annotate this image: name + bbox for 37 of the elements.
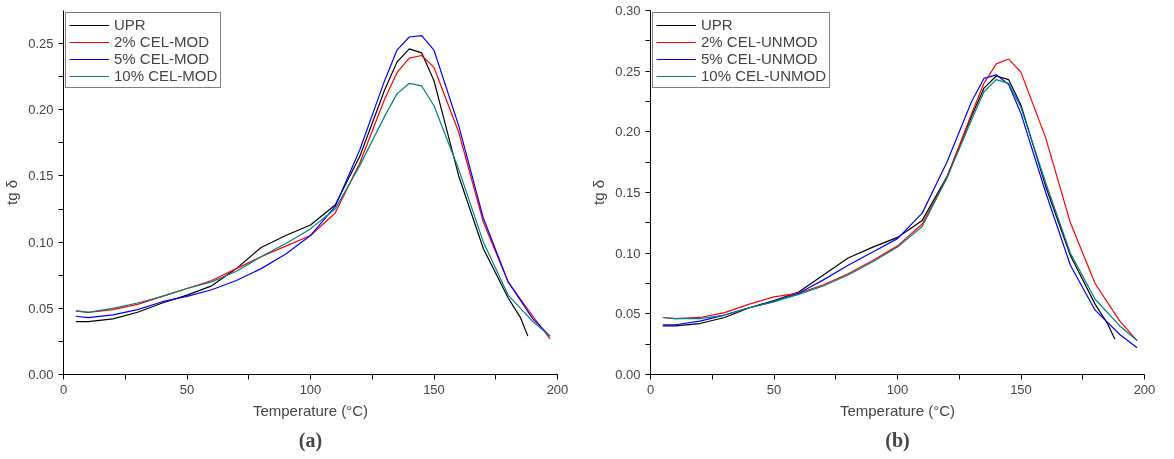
legend-label: 5% CEL-UNMOD (701, 50, 818, 67)
x-tick-label: 0 (646, 381, 655, 397)
x-tick-label: 50 (766, 381, 782, 397)
y-tick-label: 0.00 (615, 367, 641, 382)
y-tick-label: 0.15 (28, 168, 54, 184)
y-tick-label: 0.15 (615, 185, 641, 200)
y-tick-label: 0.05 (615, 306, 641, 322)
legend-label: 2% CEL-UNMOD (701, 33, 818, 50)
y-tick-label: 0.25 (615, 63, 641, 79)
legend-label: UPR (114, 16, 146, 33)
y-tick-label: 0.25 (28, 36, 54, 52)
legend-label: 10% CEL-UNMOD (701, 67, 827, 84)
legend-label: 5% CEL-MOD (114, 50, 210, 67)
y-tick-label: 0.00 (28, 367, 54, 382)
x-tick-label: 0 (59, 381, 68, 397)
y-axis-title: tg δ (3, 179, 21, 206)
legend-label: 2% CEL-MOD (114, 33, 210, 50)
y-tick-label: 0.30 (615, 3, 641, 18)
x-tick-label: 200 (1133, 381, 1156, 397)
y-tick-label: 0.10 (28, 234, 54, 250)
x-tick-label: 100 (299, 381, 322, 397)
text: (a) (298, 428, 323, 452)
y-tick-label: 0.20 (615, 124, 641, 140)
legend-label: UPR (701, 16, 733, 33)
y-axis-title: tg δ (590, 179, 608, 206)
legend-label: 10% CEL-MOD (114, 67, 218, 84)
x-axis-title: Temperature (°C) (839, 401, 956, 419)
y-tick-label: 0.05 (28, 300, 54, 316)
x-tick-label: 150 (423, 381, 445, 397)
text: (b) (885, 428, 910, 452)
x-tick-label: 150 (1010, 381, 1032, 397)
x-tick-label: 200 (546, 381, 569, 397)
y-tick-label: 0.10 (615, 245, 641, 261)
x-tick-label: 50 (179, 381, 195, 397)
x-tick-label: 100 (886, 381, 909, 397)
y-tick-label: 0.20 (28, 102, 54, 118)
x-axis-title: Temperature (°C) (252, 401, 369, 419)
